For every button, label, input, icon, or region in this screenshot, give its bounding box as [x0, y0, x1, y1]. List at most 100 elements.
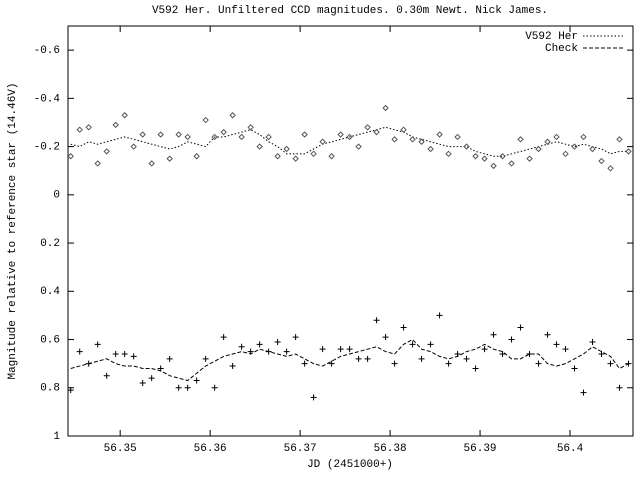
point — [211, 384, 218, 391]
point — [355, 143, 362, 150]
point — [472, 153, 479, 160]
point — [319, 138, 326, 145]
point — [94, 160, 101, 167]
point — [211, 133, 218, 141]
point — [517, 136, 524, 143]
point — [112, 351, 119, 357]
point — [436, 131, 443, 138]
point — [364, 124, 371, 131]
point — [292, 334, 299, 341]
point — [400, 126, 407, 133]
point — [463, 143, 470, 150]
point — [202, 116, 209, 124]
y-tick-label: 0.4 — [40, 286, 60, 298]
y-tick-label: -0.4 — [34, 93, 61, 105]
point — [436, 312, 443, 319]
point — [382, 104, 389, 112]
point — [265, 133, 272, 141]
point — [229, 363, 236, 370]
x-tick-label: 56.37 — [284, 443, 317, 455]
y-tick-label: 0.6 — [40, 334, 60, 346]
point — [175, 384, 182, 391]
point — [589, 338, 596, 345]
point — [139, 131, 146, 138]
point — [364, 355, 371, 362]
point — [616, 384, 623, 391]
point — [598, 157, 605, 165]
point — [67, 387, 74, 394]
point — [247, 348, 254, 355]
point — [148, 160, 155, 167]
point — [121, 112, 128, 119]
point — [247, 124, 254, 131]
y-tick-label: -0.6 — [34, 45, 60, 57]
point — [562, 346, 569, 353]
point — [571, 143, 578, 150]
point — [625, 148, 632, 155]
point — [256, 341, 263, 348]
point — [103, 148, 110, 155]
point — [292, 155, 299, 162]
point — [598, 351, 605, 357]
point — [409, 341, 416, 348]
point — [553, 133, 560, 141]
point — [580, 389, 587, 396]
point — [337, 131, 344, 138]
point — [616, 136, 623, 143]
point — [166, 155, 173, 162]
point — [328, 153, 335, 160]
point — [184, 133, 191, 141]
point — [283, 145, 290, 153]
chart-title: V592 Her. Unfiltered CCD magnitudes. 0.3… — [152, 5, 548, 17]
point — [103, 372, 110, 379]
y-tick-label: 0.2 — [40, 238, 60, 250]
point — [490, 331, 497, 338]
point — [274, 153, 281, 160]
point — [418, 355, 425, 362]
point — [508, 336, 515, 343]
y-axis-label: Magnitude relative to reference star (14… — [7, 82, 19, 379]
point — [112, 121, 119, 129]
point — [148, 375, 155, 382]
point — [121, 351, 128, 357]
point — [355, 355, 362, 362]
point — [274, 338, 281, 345]
legend-label: V592 Her — [525, 31, 578, 43]
point — [265, 348, 272, 355]
point — [589, 145, 596, 153]
point — [130, 143, 137, 150]
point — [499, 153, 506, 160]
point — [427, 341, 434, 348]
point — [391, 136, 398, 143]
point — [607, 165, 614, 172]
x-tick-label: 56.36 — [194, 443, 227, 455]
x-tick-label: 56.35 — [104, 443, 137, 455]
point — [454, 133, 461, 141]
point — [202, 355, 209, 362]
point — [373, 317, 380, 324]
point — [76, 348, 83, 355]
point — [445, 360, 452, 367]
point — [625, 360, 632, 367]
point — [373, 128, 380, 136]
legend-label: Check — [545, 43, 578, 55]
point — [526, 155, 533, 162]
point — [301, 360, 308, 367]
point — [328, 360, 335, 367]
point — [319, 346, 326, 353]
point — [607, 360, 614, 367]
point — [157, 131, 164, 138]
x-tick-label: 56.38 — [374, 443, 407, 455]
point — [463, 355, 470, 362]
series-line — [70, 338, 629, 382]
plot-border — [67, 25, 634, 437]
point — [445, 150, 452, 158]
point — [76, 126, 83, 133]
point — [238, 133, 245, 141]
point — [220, 128, 227, 136]
point — [472, 365, 479, 372]
point — [166, 355, 173, 362]
y-tick-label: 0.8 — [40, 383, 60, 395]
